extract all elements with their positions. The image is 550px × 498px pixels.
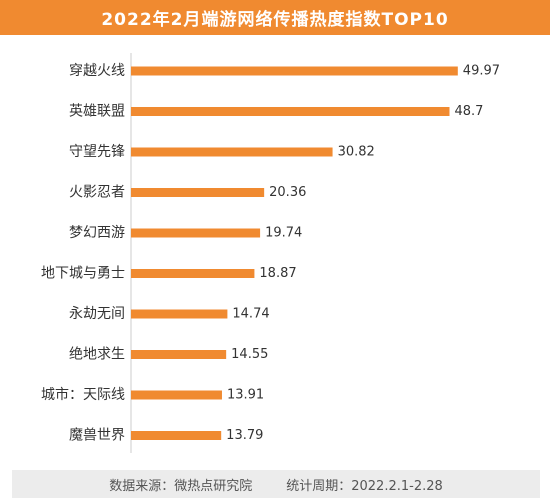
bar xyxy=(131,431,222,440)
category-label: 绝地求生 xyxy=(69,347,125,363)
value-label: 49.97 xyxy=(463,64,500,79)
category-label: 穿越火线 xyxy=(69,63,125,79)
value-label: 13.91 xyxy=(227,388,264,403)
bar xyxy=(131,66,458,76)
category-label: 地下城与勇士 xyxy=(41,266,125,282)
value-label: 20.36 xyxy=(269,185,306,200)
value-label: 13.79 xyxy=(226,428,263,443)
category-label: 守望先锋 xyxy=(69,144,125,160)
category-label: 英雄联盟 xyxy=(69,103,125,120)
value-label: 18.87 xyxy=(259,266,296,281)
value-label: 19.74 xyxy=(265,226,302,241)
value-label: 30.82 xyxy=(338,145,375,160)
chart-title: 2022年2月端游网络传播热度指数TOP10 xyxy=(0,0,550,35)
category-label: 魔兽世界 xyxy=(69,428,125,444)
value-label: 48.7 xyxy=(454,104,483,119)
bar xyxy=(131,107,450,116)
value-label: 14.55 xyxy=(231,347,268,362)
footer: 数据来源：微热点研究院 统计周期：2022.2.1-2.28 xyxy=(12,470,540,498)
bar xyxy=(131,309,228,319)
bar xyxy=(131,228,261,238)
bar xyxy=(131,269,255,278)
bar-chart: 穿越火线 49.97 英雄联盟 48.7 守望先锋 30.82 火影忍者 20.36 梦幻西游 1… xyxy=(41,53,500,453)
value-label: 14.74 xyxy=(232,307,269,322)
category-label: 永劫无间 xyxy=(69,306,125,322)
period-label: 统计周期：2022.2.1-2.28 xyxy=(286,478,443,494)
data-source-label: 数据来源：微热点研究院 xyxy=(109,478,253,494)
category-label: 梦幻西游 xyxy=(69,225,125,241)
category-label: 城市：天际线 xyxy=(41,386,125,403)
bar xyxy=(131,350,227,359)
category-label: 火影忍者 xyxy=(69,185,125,201)
bar xyxy=(131,188,265,197)
bar xyxy=(131,147,333,157)
bar xyxy=(131,390,222,400)
